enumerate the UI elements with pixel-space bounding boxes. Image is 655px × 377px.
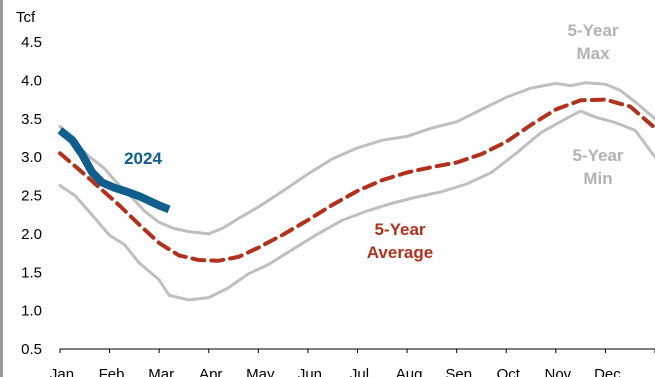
x-tick-label: Mar (148, 366, 174, 377)
series-label: 5-Year (374, 220, 425, 239)
series-label: Min (583, 169, 612, 188)
series-label: Average (367, 243, 433, 262)
x-tick-label: Sep (445, 366, 472, 377)
x-tick-label: Dec (594, 366, 621, 377)
y-tick-label: 1.5 (21, 264, 42, 281)
series-line-5-year-average (58, 97, 655, 263)
x-tick-label: Jul (350, 366, 369, 377)
y-tick-label: 2.5 (21, 188, 42, 205)
series-line-2024 (57, 127, 171, 214)
series-label: 5-Year (567, 21, 618, 40)
y-axis-unit-label: Tcf (16, 9, 36, 26)
series-label: 5-Year (572, 146, 623, 165)
y-tick-labels: 0.5 1.0 1.5 2.0 2.5 3.0 3.5 4.0 4.5 (21, 34, 42, 358)
series-label: Max (576, 44, 610, 63)
x-tick-label: Jan (50, 366, 74, 377)
y-tick-label: 4.0 (21, 72, 42, 89)
x-tick-label: Jun (298, 366, 322, 377)
y-tick-label: 2.0 (21, 226, 42, 243)
left-edge-bar (0, 0, 3, 377)
x-tick-label: Oct (497, 366, 521, 377)
y-tick-label: 1.0 (21, 303, 42, 320)
x-tick-label: Nov (544, 366, 571, 377)
x-axis: Jan Feb Mar Apr May Jun Jul Aug Sep Oct Nov Dec (50, 348, 655, 377)
x-tick-label: Aug (396, 366, 423, 377)
series-line-5-year-min (58, 109, 655, 302)
x-tick-label: Feb (99, 366, 125, 377)
x-tick-label: Apr (199, 366, 222, 377)
y-tick-label: 3.5 (21, 111, 42, 128)
y-tick-label: 3.0 (21, 149, 42, 166)
series-lines (57, 81, 655, 302)
series-labels: 5-Year Max 5-Year Average 5-Year Min 2024 (124, 21, 624, 262)
series-label: 2024 (124, 149, 162, 168)
y-tick-label: 4.5 (21, 34, 42, 51)
y-tick-label: 0.5 (21, 341, 42, 358)
x-tick-label: May (246, 366, 275, 377)
